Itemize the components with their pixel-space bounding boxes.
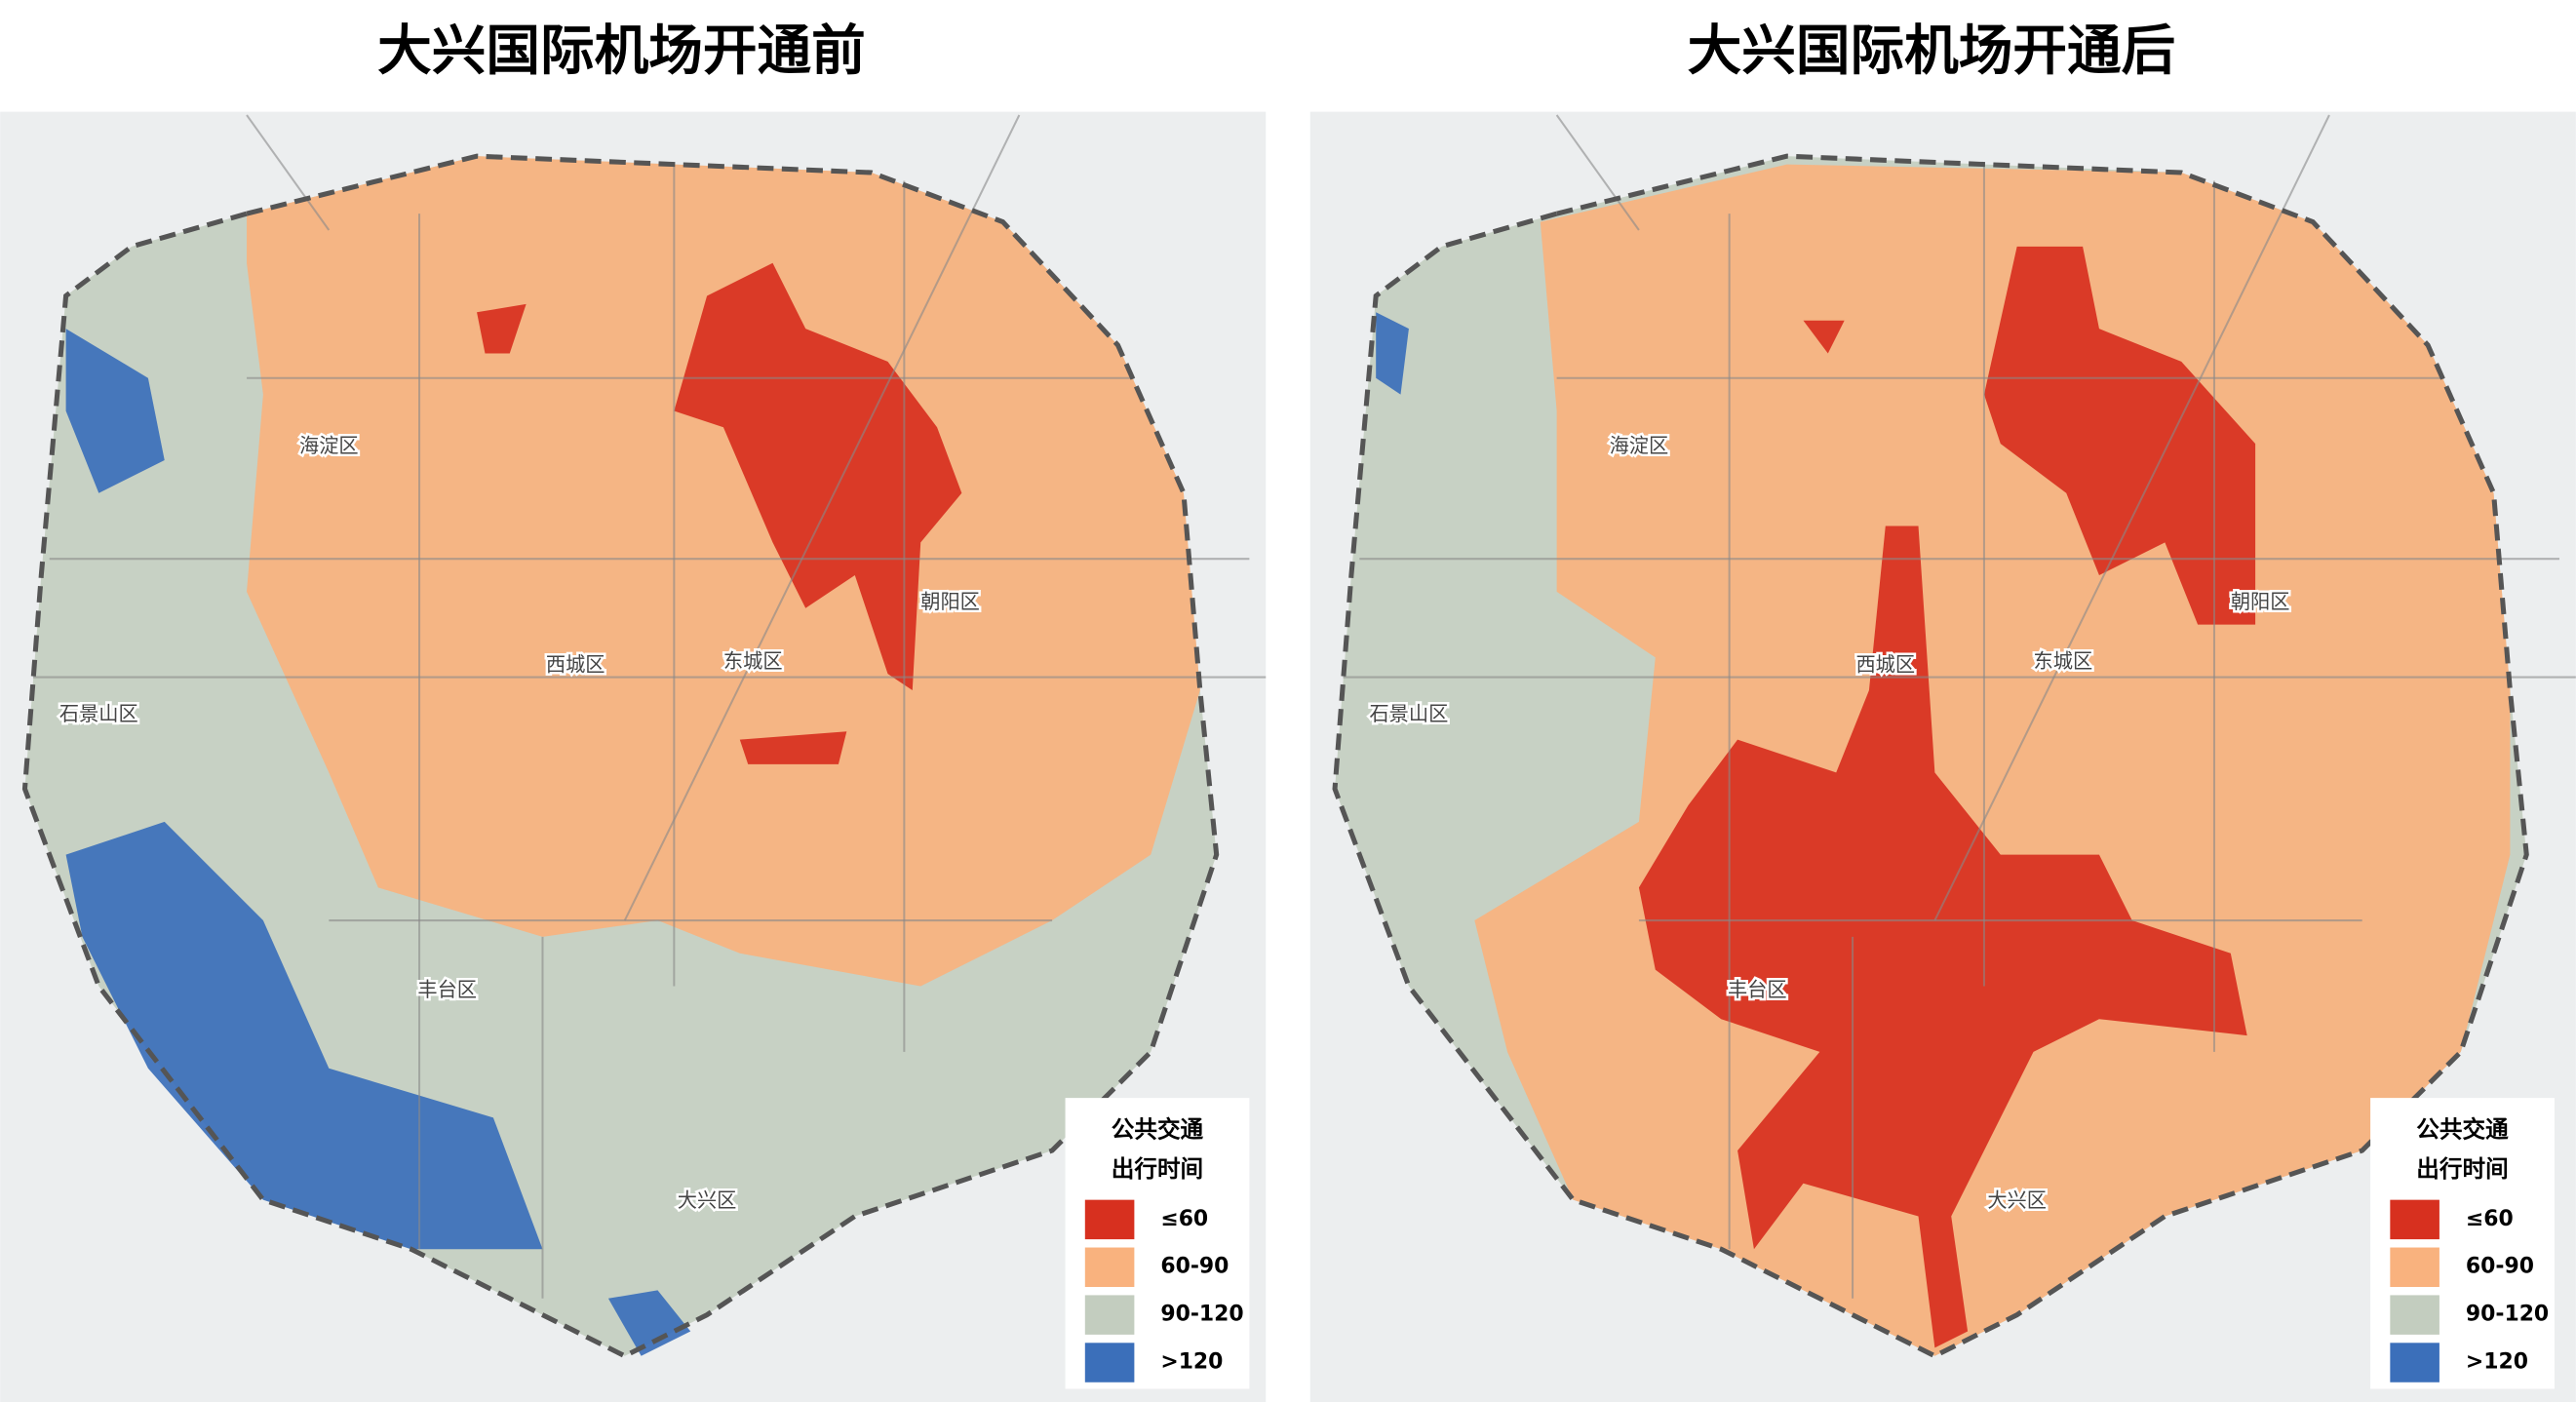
legend-box bbox=[2370, 1098, 2555, 1389]
region bbox=[477, 303, 527, 354]
map-title: 大兴国际机场开通后 bbox=[1688, 19, 2176, 83]
legend-swatch bbox=[1084, 1343, 1135, 1383]
legend-swatch bbox=[2390, 1295, 2439, 1335]
road bbox=[623, 114, 1021, 921]
district-label: 东城区 bbox=[723, 649, 783, 673]
region bbox=[739, 731, 847, 764]
legend-label: ≤60 bbox=[2466, 1207, 2514, 1231]
district-label: 东城区 bbox=[2034, 649, 2093, 673]
legend-label: >120 bbox=[1160, 1350, 1223, 1375]
region bbox=[607, 1290, 691, 1356]
map-title: 大兴国际机场开通前 bbox=[377, 19, 866, 83]
legend-swatch bbox=[1084, 1247, 1135, 1287]
legend-box bbox=[1065, 1098, 1250, 1389]
district-label: 大兴区 bbox=[1987, 1188, 2047, 1212]
road bbox=[1933, 114, 2330, 921]
region bbox=[247, 156, 1200, 987]
legend-label: ≤60 bbox=[1160, 1207, 1208, 1231]
district-label: 朝阳区 bbox=[2231, 590, 2290, 613]
region bbox=[1638, 526, 2247, 1348]
boundary bbox=[1332, 153, 2529, 1359]
region bbox=[65, 821, 543, 1250]
district-label: 大兴区 bbox=[678, 1188, 737, 1212]
district-label: 西城区 bbox=[1855, 652, 1915, 676]
legend-swatch bbox=[1084, 1199, 1135, 1240]
legend-swatch bbox=[2390, 1199, 2439, 1240]
region bbox=[1376, 312, 1409, 395]
legend-swatch bbox=[1084, 1295, 1135, 1335]
district-label: 丰台区 bbox=[1728, 978, 1787, 1001]
district-label: 海淀区 bbox=[1610, 434, 1669, 457]
legend-title: 公共交通 bbox=[1112, 1115, 1204, 1143]
region bbox=[674, 262, 962, 691]
legend-label: 90-120 bbox=[2466, 1303, 2549, 1327]
legend-title: 出行时间 bbox=[2416, 1155, 2508, 1183]
district-label: 石景山区 bbox=[1369, 702, 1448, 725]
legend-label: 60-90 bbox=[1160, 1255, 1229, 1279]
boundary bbox=[21, 153, 1220, 1359]
district-label: 石景山区 bbox=[59, 702, 138, 725]
region bbox=[65, 329, 165, 493]
legend-swatch bbox=[2390, 1343, 2439, 1383]
road bbox=[1555, 114, 1640, 231]
district-label: 朝阳区 bbox=[920, 590, 980, 613]
legend-label: 90-120 bbox=[1160, 1303, 1243, 1327]
legend-title: 公共交通 bbox=[2416, 1115, 2509, 1143]
legend-label: >120 bbox=[2466, 1350, 2528, 1375]
district-label: 海淀区 bbox=[299, 434, 359, 457]
legend-swatch bbox=[2390, 1247, 2439, 1287]
legend-label: 60-90 bbox=[2466, 1255, 2534, 1279]
district-label: 西城区 bbox=[546, 652, 605, 676]
road bbox=[246, 114, 331, 231]
region bbox=[1803, 320, 1845, 354]
region bbox=[1983, 246, 2256, 625]
district-label: 丰台区 bbox=[417, 978, 477, 1001]
legend-title: 出行时间 bbox=[1112, 1155, 1203, 1183]
